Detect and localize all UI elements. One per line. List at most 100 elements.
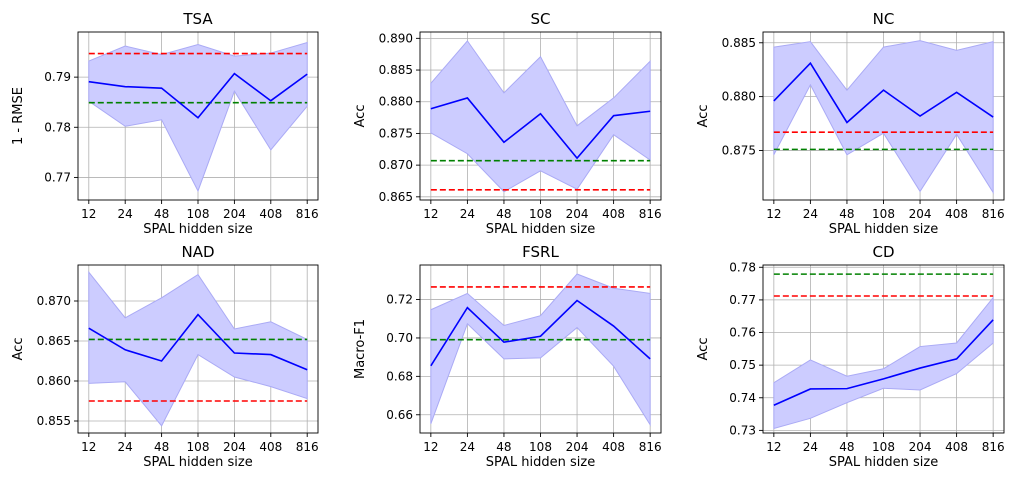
x-tick-label: 204 [566,440,589,454]
mean-line [88,72,308,119]
y-tick-label: 0.70 [386,331,413,345]
y-tick-label: 0.875 [379,126,413,140]
x-tick-label: 408 [945,440,968,454]
subplot-nc: 12 24 48 108 204 408 816 0.875 0.880 0.885 NC SPAL … [696,10,1005,237]
x-tick-label: 816 [296,440,319,454]
x-tick-label: 204 [223,440,246,454]
y-tick-label: 0.870 [37,294,71,308]
subplot-title: FSRL [522,243,559,261]
x-tick-label: 48 [154,207,169,221]
mean-line [88,313,308,371]
y-tick-label: 0.74 [729,391,756,405]
y-axis-label: Acc [696,105,711,128]
x-tick-label: 108 [872,207,895,221]
subplot-sc: 12 24 48 108 204 408 816 0.865 0.870 0.875 0.880 0.… [353,10,662,237]
x-tick-label: 24 [460,207,475,221]
subplot-fsrl: 12 24 48 108 204 408 816 0.66 0.68 0.70 0.72 FSRL SP… [353,243,662,470]
subplot-title: NAD [181,243,214,261]
x-tick-label: 108 [529,440,552,454]
x-tick-label: 12 [81,207,96,221]
x-tick-label: 108 [187,207,210,221]
y-tick-label: 0.72 [386,293,413,307]
confidence-band [773,296,994,430]
x-tick-label: 408 [259,440,282,454]
y-tick-label: 0.865 [379,190,413,204]
x-tick-label: 408 [259,207,282,221]
x-axis-label: SPAL hidden size [143,455,252,470]
x-tick-label: 24 [460,440,475,454]
x-tick-label: 204 [566,207,589,221]
confidence-band [430,273,651,427]
confidence-band [773,40,994,195]
x-tick-label: 816 [296,207,319,221]
x-tick-label: 108 [529,207,552,221]
y-tick-label: 0.68 [386,369,413,383]
mean-line [430,97,651,160]
x-tick-label: 48 [496,207,511,221]
y-tick-label: 0.75 [729,358,756,372]
y-tick-label: 0.77 [44,170,71,184]
y-axis-label: Acc [11,338,26,361]
subplot-title: SC [531,10,551,28]
x-tick-label: 24 [803,440,818,454]
x-tick-label: 24 [118,440,133,454]
x-tick-label: 24 [803,207,818,221]
x-tick-label: 108 [187,440,210,454]
x-tick-label: 12 [423,207,438,221]
subplot-title: NC [873,10,895,28]
y-tick-label: 0.78 [44,120,71,134]
y-tick-label: 0.855 [37,414,71,428]
y-tick-label: 0.865 [37,334,71,348]
mean-line [430,299,651,367]
y-tick-label: 0.78 [729,260,756,274]
x-tick-label: 108 [872,440,895,454]
x-tick-label: 12 [766,440,781,454]
mean-line [773,61,994,124]
subplot-title: CD [872,243,894,261]
x-tick-label: 24 [118,207,133,221]
x-tick-label: 816 [639,440,662,454]
x-tick-label: 48 [154,440,169,454]
x-tick-label: 12 [766,207,781,221]
x-axis-label: SPAL hidden size [486,455,595,470]
x-tick-label: 408 [602,440,625,454]
y-axis-label: Macro-F1 [353,319,368,379]
x-tick-label: 816 [982,207,1005,221]
x-tick-label: 408 [602,207,625,221]
x-tick-label: 204 [909,440,932,454]
x-tick-label: 48 [839,207,854,221]
y-tick-label: 0.890 [379,31,413,45]
subplot-cd: 12 24 48 108 204 408 816 0.73 0.74 0.75 0.76 0.77 0.… [696,243,1005,470]
y-tick-label: 0.73 [729,423,756,437]
y-tick-label: 0.860 [37,374,71,388]
mean-line [773,319,994,407]
subplot-nad: 12 24 48 108 204 408 816 0.855 0.860 0.865 0.870 NA… [11,243,319,470]
x-tick-label: 816 [982,440,1005,454]
y-tick-label: 0.76 [729,326,756,340]
y-tick-label: 0.875 [722,143,756,157]
y-tick-label: 0.79 [44,70,71,84]
x-axis-label: SPAL hidden size [486,222,595,237]
x-axis-label: SPAL hidden size [829,222,938,237]
x-tick-label: 48 [496,440,511,454]
x-tick-label: 12 [81,440,96,454]
x-tick-label: 204 [223,207,246,221]
x-axis-label: SPAL hidden size [829,455,938,470]
y-tick-label: 0.880 [722,90,756,104]
x-tick-label: 816 [639,207,662,221]
y-tick-label: 0.66 [386,408,413,422]
y-tick-label: 0.880 [379,95,413,109]
y-axis-label: Acc [696,338,711,361]
y-axis-label: 1 - RMSE [11,87,26,145]
y-tick-label: 0.77 [729,293,756,307]
subplot-title: TSA [182,10,213,28]
confidence-band [430,40,651,193]
x-tick-label: 48 [839,440,854,454]
y-tick-label: 0.885 [379,63,413,77]
subplot-tsa: 12 24 48 108 204 408 816 0.77 0.78 0.79 TSA SPAL hi… [11,10,319,237]
confidence-band [88,270,308,427]
x-tick-label: 12 [423,440,438,454]
x-tick-label: 204 [909,207,932,221]
y-axis-label: Acc [353,105,368,128]
